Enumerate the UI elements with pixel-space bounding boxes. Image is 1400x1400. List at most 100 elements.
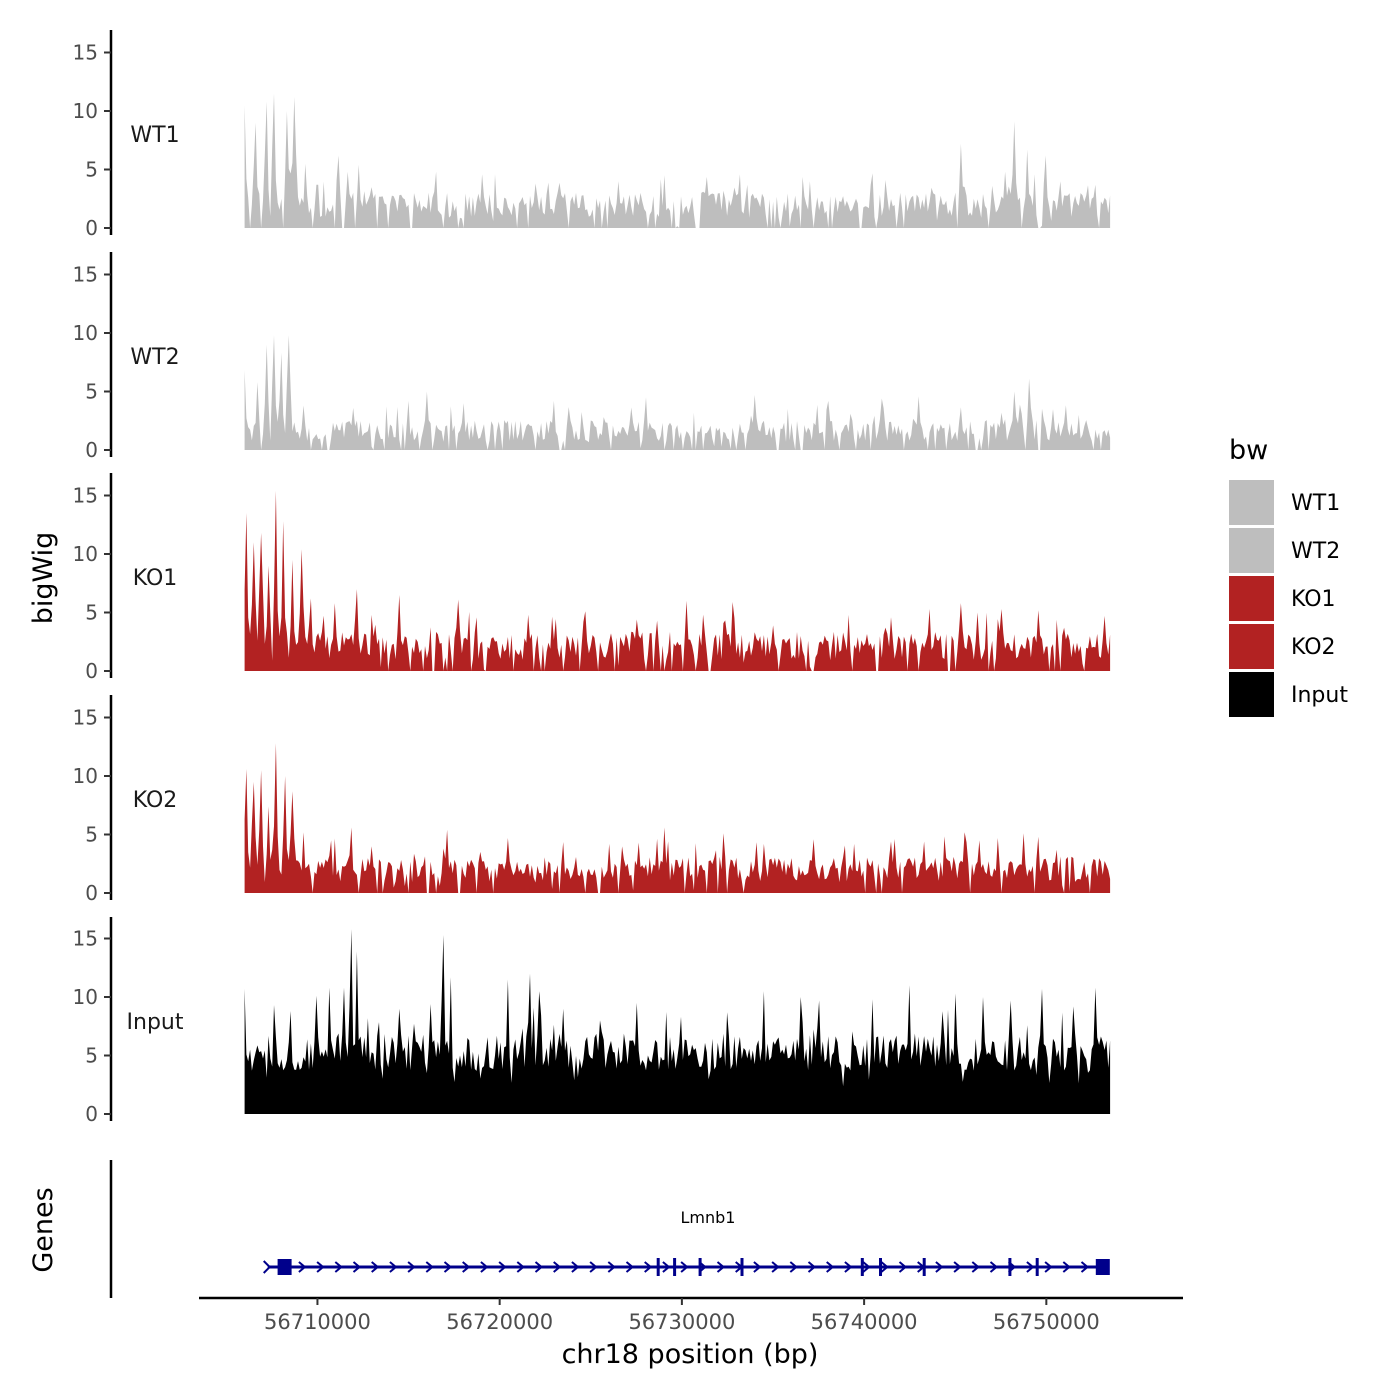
y-tick-label: 0 (85, 1102, 98, 1126)
y-tick-label: 0 (85, 438, 98, 462)
x-tick-label: 56710000 (264, 1310, 371, 1334)
y-tick-label: 5 (85, 823, 98, 847)
strand-arrow (953, 1261, 962, 1273)
strand-arrow (443, 1261, 453, 1273)
strand-arrow (462, 1261, 471, 1273)
strand-arrow (716, 1261, 726, 1273)
strand-arrow (1080, 1261, 1090, 1273)
legend-label-WT2: WT2 (1291, 539, 1340, 564)
strand-arrow (316, 1261, 325, 1273)
strand-arrow (880, 1261, 889, 1273)
coverage-area-Input (244, 929, 1111, 1114)
strand-arrow (826, 1261, 835, 1273)
y-tick-label: 15 (73, 484, 98, 508)
strand-arrow (371, 1261, 380, 1273)
exon (879, 1258, 882, 1276)
y-axis-title: bigWig (28, 532, 59, 625)
legend-key-WT1 (1229, 480, 1274, 525)
y-tick-label: 10 (73, 985, 98, 1009)
y-tick-label: 5 (85, 1044, 98, 1068)
strand-arrow (298, 1261, 307, 1273)
x-tick-label: 56720000 (446, 1310, 553, 1334)
y-tick-label: 10 (73, 99, 98, 123)
gene-label: Lmnb1 (681, 1208, 736, 1227)
legend-key-WT2 (1229, 528, 1274, 573)
y-tick-label: 5 (85, 601, 98, 625)
strand-arrow (789, 1261, 798, 1273)
strand-arrow (571, 1261, 580, 1273)
exon (740, 1258, 744, 1276)
x-axis-ticks: 56710000 56720000 56730000 56740000 56750000 (264, 1298, 1100, 1334)
y-tick-label: 5 (85, 158, 98, 182)
strand-arrow (844, 1261, 853, 1273)
strand-arrow (334, 1261, 343, 1273)
strand-arrow (480, 1261, 489, 1273)
exon (860, 1258, 864, 1276)
y-tick-label: 15 (73, 927, 98, 951)
gene-track-title: Genes (28, 1187, 59, 1272)
x-tick-label: 56730000 (628, 1310, 735, 1334)
strand-arrow (263, 1260, 272, 1274)
exon (1095, 1259, 1110, 1275)
strand-arrow (862, 1261, 871, 1273)
strand-arrow (680, 1261, 689, 1273)
x-axis-title: chr18 position (bp) (562, 1339, 819, 1370)
strand-arrow (553, 1261, 562, 1273)
strand-arrow (589, 1261, 598, 1273)
strand-arrow (1026, 1261, 1035, 1273)
strand-arrow (807, 1261, 817, 1273)
legend-label-WT1: WT1 (1291, 491, 1340, 516)
strand-arrow (644, 1261, 653, 1273)
exon (1008, 1258, 1012, 1276)
track-label: Input (127, 1010, 184, 1035)
y-tick-label: 15 (73, 263, 98, 287)
track-WT1: 0 5 10 15 WT1 (73, 30, 1111, 240)
legend-label-Input: Input (1291, 683, 1348, 708)
y-tick-label: 0 (85, 216, 98, 240)
coverage-area-KO2 (244, 743, 1111, 893)
coverage-area-KO1 (244, 490, 1111, 671)
strand-arrow (1044, 1261, 1053, 1273)
strand-arrow (498, 1261, 507, 1273)
legend-key-KO1 (1229, 576, 1274, 621)
legend-label-KO2: KO2 (1291, 635, 1336, 660)
legend-label-KO1: KO1 (1291, 587, 1336, 612)
strand-arrow (425, 1261, 434, 1273)
y-tick-label: 0 (85, 881, 98, 905)
track-label: WT2 (130, 345, 179, 370)
strand-arrow (989, 1261, 999, 1273)
strand-arrow (607, 1261, 616, 1273)
legend-key-Input (1229, 672, 1274, 717)
y-tick-label: 5 (85, 380, 98, 404)
strand-arrow (771, 1261, 780, 1273)
y-tick-label: 10 (73, 764, 98, 788)
strand-arrow (935, 1261, 944, 1273)
exon (698, 1258, 702, 1276)
track-label: WT1 (130, 123, 179, 148)
strand-arrow (662, 1261, 671, 1273)
strand-arrow (516, 1261, 525, 1273)
x-tick-label: 56750000 (993, 1310, 1100, 1334)
exon (277, 1259, 292, 1275)
exon (922, 1258, 926, 1276)
track-Input: 0 5 10 15 Input (73, 917, 1111, 1126)
strand-arrow (407, 1261, 416, 1273)
y-tick-label: 15 (73, 706, 98, 730)
x-tick-label: 56740000 (811, 1310, 918, 1334)
track-KO2: 0 5 10 15 KO2 (73, 695, 1111, 905)
legend: bw WT1 WT2 KO1 KO2 Input (1229, 435, 1348, 717)
legend-key-KO2 (1229, 624, 1274, 669)
coverage-area-WT2 (244, 335, 1111, 450)
gene-track: Lmnb1 (263, 1208, 1110, 1276)
track-label: KO1 (133, 566, 178, 591)
strand-arrow (389, 1261, 398, 1273)
coverage-area-WT1 (244, 93, 1111, 228)
y-tick-label: 10 (73, 542, 98, 566)
track-label: KO2 (133, 788, 178, 813)
track-WT2: 0 5 10 15 WT2 (73, 252, 1111, 462)
strand-arrow (1062, 1261, 1071, 1273)
strand-arrow (971, 1261, 980, 1273)
y-tick-label: 0 (85, 659, 98, 683)
y-tick-label: 15 (73, 41, 98, 65)
